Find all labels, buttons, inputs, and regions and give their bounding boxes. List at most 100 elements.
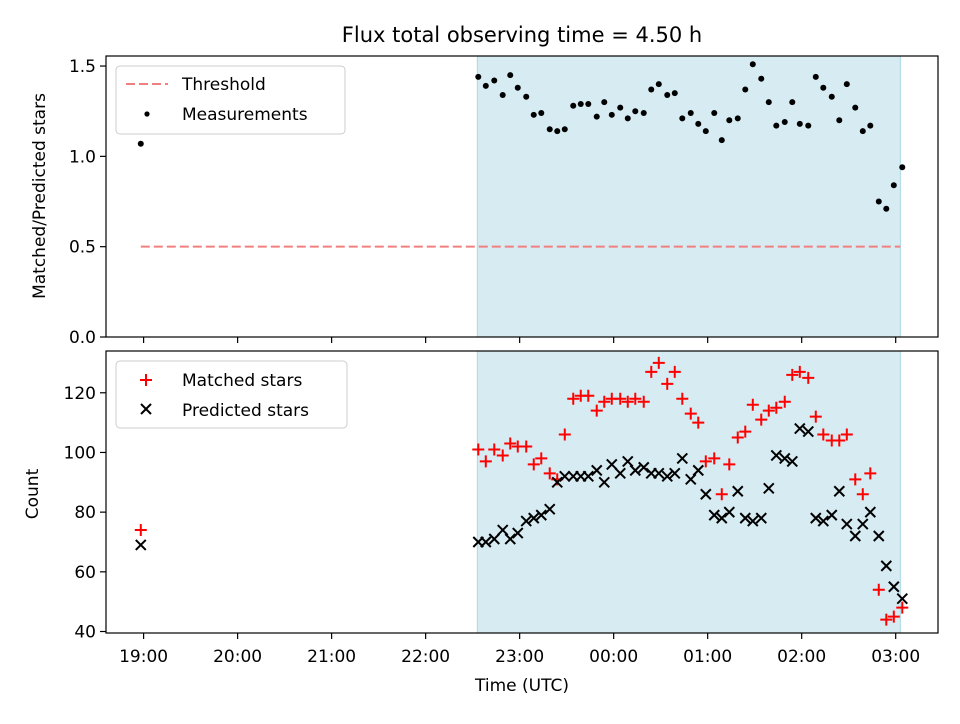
measurement-point bbox=[601, 99, 608, 106]
x-tick-label: 03:00 bbox=[871, 647, 920, 667]
matched-star-point bbox=[629, 392, 642, 405]
measurement-point bbox=[812, 73, 819, 80]
measurement-point bbox=[514, 84, 521, 91]
y-tick-label: 0.0 bbox=[69, 328, 96, 348]
measurement-point bbox=[577, 100, 584, 107]
measurement-point bbox=[624, 115, 631, 122]
matched-star-point bbox=[849, 473, 862, 486]
matched-star-point bbox=[880, 613, 893, 626]
measurement-point bbox=[499, 91, 506, 98]
predicted-star-point bbox=[802, 425, 814, 438]
matched-star-point bbox=[488, 443, 501, 456]
threshold-legend-label: Threshold bbox=[181, 75, 266, 95]
predicted-star-point bbox=[857, 518, 869, 530]
measurement-point bbox=[875, 198, 882, 205]
measurement-point bbox=[836, 117, 843, 124]
predicted-star-point bbox=[559, 470, 571, 483]
measurement-point bbox=[482, 82, 489, 89]
measurement-point bbox=[718, 137, 725, 144]
y-tick-label: 1.5 bbox=[69, 57, 96, 77]
predicted-legend-label: Predicted stars bbox=[182, 401, 309, 421]
matched-star-point bbox=[645, 365, 658, 378]
predicted-star-point bbox=[135, 539, 147, 551]
predicted-star-point bbox=[582, 470, 594, 483]
y-tick-label: 1.0 bbox=[69, 147, 96, 167]
predicted-star-point bbox=[591, 464, 603, 477]
predicted-star-point bbox=[598, 476, 610, 489]
predicted-star-point bbox=[629, 464, 641, 477]
measurement-point bbox=[734, 115, 741, 122]
measurement-point bbox=[491, 77, 498, 84]
matched-star-point bbox=[504, 437, 517, 450]
predicted-star-point bbox=[544, 503, 556, 515]
x-tick-label: 01:00 bbox=[683, 647, 732, 667]
measurement-point bbox=[648, 86, 655, 93]
predicted-star-point bbox=[755, 512, 767, 524]
ratio-marks bbox=[137, 61, 906, 248]
measurement-point bbox=[773, 122, 780, 129]
measurement-point bbox=[867, 122, 874, 129]
measurement-point bbox=[883, 205, 890, 212]
measurement-point bbox=[475, 73, 482, 80]
matched-star-point bbox=[746, 398, 759, 411]
predicted-star-point bbox=[739, 512, 751, 524]
predicted-star-point bbox=[896, 592, 908, 605]
predicted-star-point bbox=[480, 536, 492, 548]
predicted-legend-swatch bbox=[140, 403, 152, 415]
matched-star-point bbox=[582, 389, 595, 402]
predicted-star-point bbox=[716, 512, 728, 524]
predicted-star-point bbox=[606, 458, 618, 471]
y-tick-label: 0.5 bbox=[69, 238, 96, 258]
predicted-star-point bbox=[810, 512, 822, 524]
measurement-point bbox=[546, 126, 553, 133]
y-tick-label: 40 bbox=[74, 623, 96, 643]
matched-star-point bbox=[864, 467, 877, 480]
x-tick-label: 23:00 bbox=[495, 647, 544, 667]
count-x-ticks: 19:00 20:00 21:00 22:00 23:00 00:00 01:00 02:00… bbox=[119, 633, 920, 667]
matched-star-point bbox=[817, 428, 830, 441]
measurement-point bbox=[828, 93, 835, 100]
matched-star-point bbox=[872, 583, 885, 596]
matched-star-point bbox=[684, 407, 697, 420]
matched-star-point bbox=[598, 395, 611, 408]
chart-title: Flux total observing time = 4.50 h bbox=[342, 23, 702, 47]
predicted-star-point bbox=[779, 452, 791, 465]
x-tick-label: 22:00 bbox=[401, 647, 450, 667]
matched-star-point bbox=[833, 434, 846, 447]
matched-legend-label: Matched stars bbox=[182, 371, 302, 391]
predicted-star-point bbox=[622, 455, 634, 468]
matched-star-point bbox=[809, 410, 822, 423]
y-tick-label: 80 bbox=[74, 503, 96, 523]
measurement-point bbox=[137, 140, 144, 147]
measurement-point bbox=[789, 99, 796, 106]
predicted-star-point bbox=[770, 449, 783, 462]
matched-star-point bbox=[692, 416, 705, 429]
matched-star-point bbox=[887, 610, 900, 623]
matched-star-point bbox=[567, 392, 580, 405]
matched-star-point bbox=[637, 395, 650, 408]
measurement-point bbox=[655, 81, 662, 88]
measurement-point bbox=[711, 110, 718, 117]
predicted-star-point bbox=[520, 515, 532, 527]
predicted-star-point bbox=[888, 581, 900, 593]
matched-star-point bbox=[699, 455, 712, 468]
matched-star-point bbox=[134, 524, 147, 537]
count-legend-box bbox=[115, 360, 348, 429]
predicted-star-point bbox=[747, 515, 759, 527]
matched-star-point bbox=[543, 467, 556, 480]
matched-star-point bbox=[731, 431, 744, 444]
predicted-star-point bbox=[676, 452, 688, 465]
measurement-point bbox=[570, 102, 577, 109]
predicted-star-point bbox=[700, 488, 712, 500]
predicted-star-point bbox=[723, 506, 736, 518]
measurement-point bbox=[530, 111, 537, 118]
matched-star-point bbox=[676, 392, 689, 405]
measurement-point bbox=[890, 182, 897, 189]
measurement-point bbox=[695, 120, 702, 127]
y-tick-label: 60 bbox=[74, 563, 96, 583]
measurement-point bbox=[561, 126, 568, 133]
matched-star-point bbox=[614, 392, 627, 405]
predicted-star-point bbox=[786, 455, 798, 468]
ratio-plot-frame bbox=[105, 55, 939, 338]
